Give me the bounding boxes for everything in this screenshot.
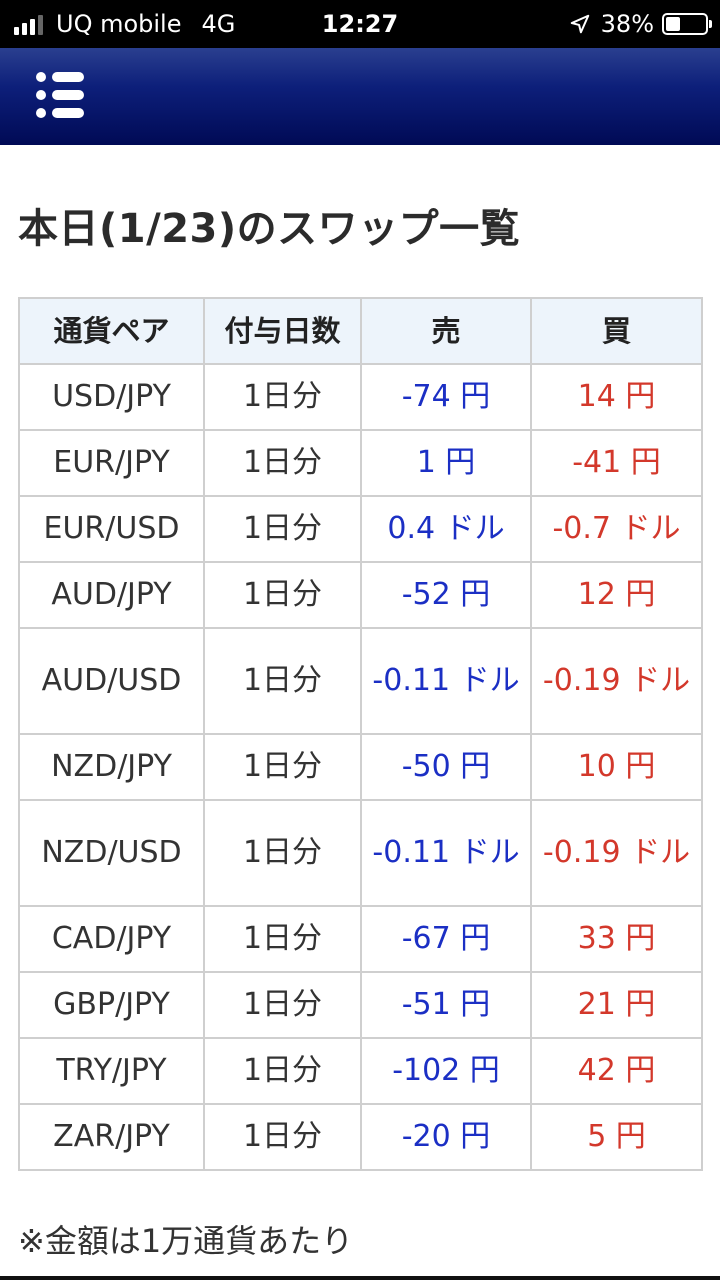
buy-cell: -0.7 ドル [530, 495, 703, 563]
page-title: 本日(1/23)のスワップ一覧 [18, 206, 521, 252]
menu-button[interactable] [36, 72, 88, 118]
days-cell: 1日分 [203, 1037, 362, 1105]
days-cell: 1日分 [203, 561, 362, 629]
sell-cell: -74 円 [360, 363, 532, 431]
sell-cell: -0.11 ドル [360, 627, 532, 735]
table-row: TRY/JPY 1日分 -102 円 42 円 [18, 1037, 703, 1105]
column-header-buy: 買 [530, 297, 703, 365]
pair-cell: USD/JPY [18, 363, 205, 431]
buy-cell: 10 円 [530, 733, 703, 801]
table-row: USD/JPY 1日分 -74 円 14 円 [18, 363, 703, 431]
sell-cell: -51 円 [360, 971, 532, 1039]
buy-cell: 14 円 [530, 363, 703, 431]
table-header-row: 通貨ペア 付与日数 売 買 [18, 297, 703, 365]
table-row: AUD/USD 1日分 -0.11 ドル -0.19 ドル [18, 627, 703, 735]
divider [0, 1276, 720, 1280]
table-row: ZAR/JPY 1日分 -20 円 5 円 [18, 1103, 703, 1171]
swap-table: 通貨ペア 付与日数 売 買 USD/JPY 1日分 -74 円 14 円 EUR… [18, 297, 703, 1171]
footnote: ※金額は1万通貨あたり [18, 1222, 354, 1260]
status-bar: UQ mobile 4G 12:27 38% [0, 0, 720, 48]
sell-cell: -50 円 [360, 733, 532, 801]
pair-cell: CAD/JPY [18, 905, 205, 973]
clock: 12:27 [321, 10, 399, 38]
days-cell: 1日分 [203, 363, 362, 431]
days-cell: 1日分 [203, 971, 362, 1039]
network-type: 4G [201, 10, 236, 38]
column-header-pair: 通貨ペア [18, 297, 205, 365]
table-row: GBP/JPY 1日分 -51 円 21 円 [18, 971, 703, 1039]
column-header-days: 付与日数 [203, 297, 362, 365]
pair-cell: NZD/USD [18, 799, 205, 907]
battery-percent: 38% [600, 10, 654, 38]
pair-cell: AUD/JPY [18, 561, 205, 629]
location-arrow-icon [570, 14, 589, 34]
buy-cell: -0.19 ドル [530, 627, 703, 735]
buy-cell: -0.19 ドル [530, 799, 703, 907]
buy-cell: 33 円 [530, 905, 703, 973]
table-row: NZD/JPY 1日分 -50 円 10 円 [18, 733, 703, 801]
buy-cell: 42 円 [530, 1037, 703, 1105]
column-header-sell: 売 [360, 297, 532, 365]
table-row: EUR/JPY 1日分 1 円 -41 円 [18, 429, 703, 497]
days-cell: 1日分 [203, 495, 362, 563]
days-cell: 1日分 [203, 1103, 362, 1171]
sell-cell: -67 円 [360, 905, 532, 973]
table-row: AUD/JPY 1日分 -52 円 12 円 [18, 561, 703, 629]
battery-icon [662, 13, 712, 35]
days-cell: 1日分 [203, 429, 362, 497]
pair-cell: NZD/JPY [18, 733, 205, 801]
days-cell: 1日分 [203, 799, 362, 907]
pair-cell: TRY/JPY [18, 1037, 205, 1105]
sell-cell: -52 円 [360, 561, 532, 629]
days-cell: 1日分 [203, 733, 362, 801]
sell-cell: -102 円 [360, 1037, 532, 1105]
sell-cell: 1 円 [360, 429, 532, 497]
table-row: NZD/USD 1日分 -0.11 ドル -0.19 ドル [18, 799, 703, 907]
buy-cell: 5 円 [530, 1103, 703, 1171]
pair-cell: AUD/USD [18, 627, 205, 735]
signal-icon [14, 13, 46, 35]
pair-cell: GBP/JPY [18, 971, 205, 1039]
buy-cell: 12 円 [530, 561, 703, 629]
pair-cell: EUR/JPY [18, 429, 205, 497]
days-cell: 1日分 [203, 627, 362, 735]
buy-cell: 21 円 [530, 971, 703, 1039]
app-header [0, 48, 720, 145]
pair-cell: ZAR/JPY [18, 1103, 205, 1171]
carrier-name: UQ mobile [56, 10, 182, 38]
days-cell: 1日分 [203, 905, 362, 973]
sell-cell: -20 円 [360, 1103, 532, 1171]
table-row: CAD/JPY 1日分 -67 円 33 円 [18, 905, 703, 973]
buy-cell: -41 円 [530, 429, 703, 497]
sell-cell: -0.11 ドル [360, 799, 532, 907]
sell-cell: 0.4 ドル [360, 495, 532, 563]
table-row: EUR/USD 1日分 0.4 ドル -0.7 ドル [18, 495, 703, 563]
pair-cell: EUR/USD [18, 495, 205, 563]
